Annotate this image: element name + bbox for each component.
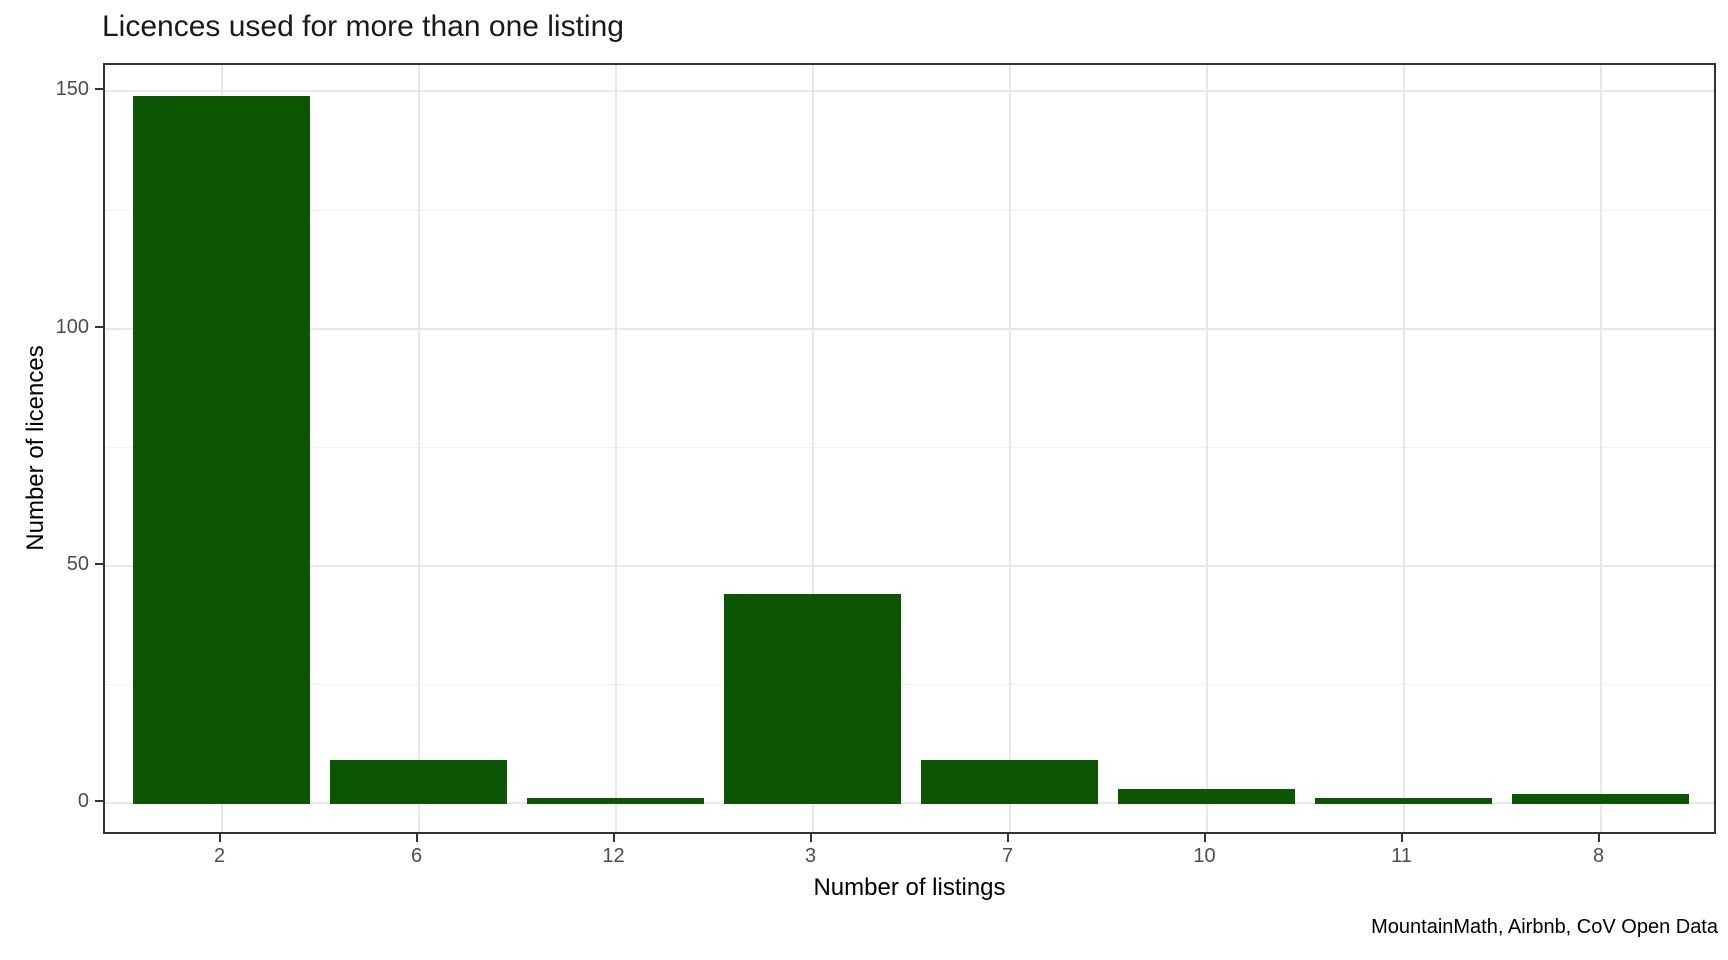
y-axis-title: Number of licences bbox=[22, 345, 49, 551]
bar-2 bbox=[133, 95, 310, 804]
chart-title: Licences used for more than one listing bbox=[102, 10, 624, 43]
x-tick-label-8: 8 bbox=[1592, 845, 1605, 867]
y-tick-50 bbox=[95, 562, 103, 565]
gridline-major-y-100 bbox=[105, 327, 1714, 330]
bar-8 bbox=[1512, 793, 1689, 804]
x-tick-label-2: 2 bbox=[213, 845, 226, 867]
gridline-major-y-0 bbox=[105, 802, 1714, 804]
x-tick-label-6: 6 bbox=[410, 845, 423, 867]
y-tick-0 bbox=[95, 800, 103, 802]
y-tick-150 bbox=[95, 88, 103, 91]
x-tick-11 bbox=[1400, 834, 1403, 842]
x-tick-label-10: 10 bbox=[1193, 845, 1216, 867]
x-tick-label-11: 11 bbox=[1391, 845, 1412, 867]
gridline-major-x-12 bbox=[614, 65, 617, 832]
x-tick-8 bbox=[1597, 834, 1600, 842]
bar-12 bbox=[527, 798, 704, 804]
x-tick-12 bbox=[612, 834, 615, 842]
gridline-minor-y-25 bbox=[105, 684, 1714, 686]
bar-11 bbox=[1315, 798, 1492, 804]
x-tick-2 bbox=[218, 834, 221, 842]
y-tick-label-100: 100 bbox=[55, 315, 89, 338]
y-tick-label-150: 150 bbox=[55, 78, 89, 101]
x-tick-label-3: 3 bbox=[804, 845, 817, 867]
x-axis-title: Number of listings bbox=[813, 874, 1006, 901]
gridline-minor-y-125 bbox=[105, 209, 1714, 211]
bar-7 bbox=[921, 760, 1098, 804]
y-tick-100 bbox=[95, 325, 103, 328]
gridline-major-y-150 bbox=[105, 90, 1714, 93]
gridline-major-x-7 bbox=[1008, 65, 1011, 832]
plot-panel bbox=[103, 63, 1716, 834]
x-tick-7 bbox=[1006, 834, 1009, 842]
x-tick-10 bbox=[1203, 834, 1206, 842]
gridline-major-x-8 bbox=[1599, 65, 1602, 832]
gridline-major-x-3 bbox=[811, 65, 814, 832]
gridline-major-x-6 bbox=[417, 65, 420, 832]
y-tick-label-0: 0 bbox=[77, 790, 89, 812]
gridline-major-x-11 bbox=[1402, 65, 1405, 832]
x-tick-label-7: 7 bbox=[1001, 845, 1014, 867]
gridline-major-x-10 bbox=[1205, 65, 1208, 832]
x-tick-3 bbox=[809, 834, 812, 842]
x-tick-6 bbox=[415, 834, 418, 842]
bar-6 bbox=[330, 760, 507, 804]
bar-10 bbox=[1118, 788, 1295, 804]
source-caption: MountainMath, Airbnb, CoV Open Data bbox=[1371, 916, 1718, 938]
bar-3 bbox=[724, 594, 901, 804]
gridline-major-y-50 bbox=[105, 564, 1714, 567]
y-tick-label-50: 50 bbox=[66, 552, 89, 575]
x-tick-label-12: 12 bbox=[602, 845, 625, 867]
gridline-minor-y-75 bbox=[105, 447, 1714, 449]
